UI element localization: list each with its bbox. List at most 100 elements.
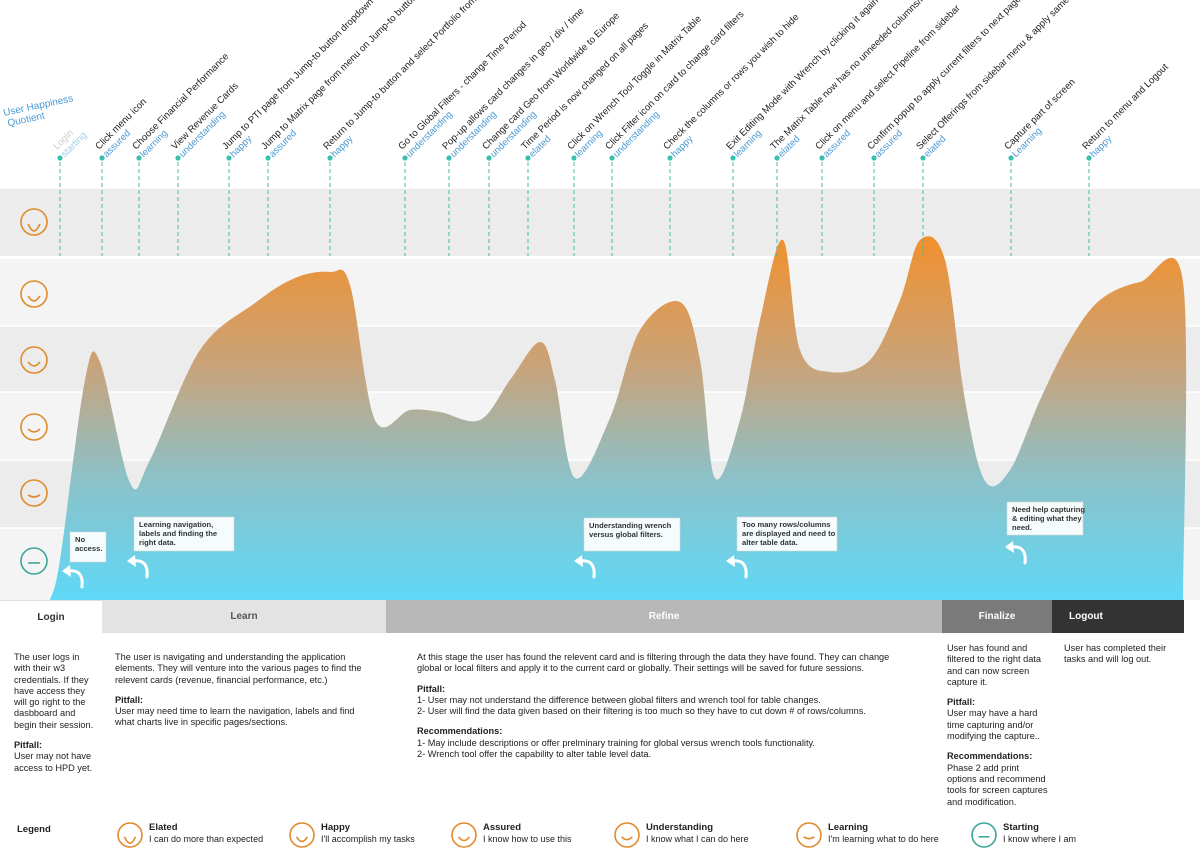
face-circle [796, 822, 822, 848]
pitfall-notes: No access. Learning navigation, labels and … [62, 501, 1085, 589]
level-band [0, 258, 1200, 326]
refine-pitfall-label: Pitfall: [417, 683, 446, 694]
learn-pitfall-label: Pitfall: [115, 694, 144, 705]
step-dot [265, 155, 271, 161]
legend-level-name: Elated [149, 822, 178, 833]
step-dot [446, 155, 452, 161]
phase-refine: Refine [386, 600, 942, 633]
phase-learn: Learn [102, 600, 386, 633]
pitfall-note-line: versus global filters. [589, 530, 663, 539]
pitfall-note-line: Understanding wrench [589, 521, 672, 530]
level-band [0, 188, 1200, 256]
step-dot [819, 155, 825, 161]
legend-level-name: Happy [321, 822, 351, 833]
pitfall-arrow-icon [1009, 545, 1027, 565]
pitfall-arrowhead [726, 555, 735, 567]
pitfall-note-line: Need help capturing [1012, 505, 1085, 514]
step-dot [667, 155, 673, 161]
face-circle [20, 280, 48, 308]
face-mouth [803, 836, 815, 840]
login-pitfall-label: Pitfall: [14, 740, 43, 751]
step-dot [774, 155, 780, 161]
face-circle [20, 547, 48, 575]
face-mouth [123, 836, 137, 845]
pitfall-arrow-icon [66, 569, 84, 589]
legend-level-name: Assured [483, 822, 522, 833]
step-dot [609, 155, 615, 161]
face-circle [20, 479, 48, 507]
pitfall-note-line: labels and finding the [139, 529, 217, 538]
refine-description: At this stage the user has found the rel… [417, 652, 890, 674]
legend-level-name: Learning [828, 822, 869, 833]
logout-description: User has completed their tasks and will … [1064, 643, 1167, 665]
pitfall-note-text: Too many rows/columns are displayed and n… [742, 520, 836, 547]
pitfall-note-box [69, 531, 107, 563]
step-action: Return to menu and Logout [1080, 62, 1171, 153]
finalize-rec-label: Recommendations: [947, 751, 1033, 762]
legend-level-desc: I can do more than expected [149, 834, 264, 844]
pitfall-note-line: No [75, 535, 85, 544]
pitfall-arrowhead [127, 555, 136, 567]
legend-level-name: Understanding [646, 822, 714, 833]
step-dot [136, 155, 142, 161]
step-dot [871, 155, 877, 161]
legend-item-assured: Assured I know how to use this [449, 820, 619, 852]
legend-level-desc: I'm learning what to do here [828, 834, 939, 844]
pitfall-note-line: Too many rows/columns [742, 520, 830, 529]
refine-rec-label: Recommendations: [417, 726, 503, 737]
pitfall-note-box [1006, 501, 1084, 536]
pitfall-note-text: No access. [75, 535, 102, 553]
step-dot [1086, 155, 1092, 161]
level-face-elated-icon [20, 208, 48, 236]
step-dot [226, 155, 232, 161]
legend-learning-face-icon [796, 822, 822, 848]
pitfall-arrowhead [62, 565, 71, 577]
step-action: Change card Geo from Worldwide to Europe [480, 11, 622, 153]
phase-logout: Logout [1052, 600, 1184, 633]
pitfall-note-text: Learning navigation, labels and finding t… [139, 520, 217, 547]
legend-level-desc: I know where I am [1003, 834, 1077, 844]
pitfall-note-box [583, 517, 681, 552]
step-leaders [57, 155, 1092, 256]
phase-finalize: Finalize [942, 600, 1052, 633]
level-faces [20, 208, 48, 575]
pitfall-arrow-icon [730, 559, 748, 579]
finalize-pitfall-label: Pitfall: [947, 697, 976, 708]
face-mouth [27, 494, 41, 498]
face-circle [614, 822, 640, 848]
login-pitfall: User may not have access to HPD yet. [14, 751, 93, 773]
finalize-rec: Phase 2 add print options and recommend … [947, 762, 1048, 807]
level-face-learning-icon [20, 479, 48, 507]
finalize-description: User has found and filtered to the right… [947, 643, 1041, 687]
phase-finalize-text: User has found and filtered to the right… [947, 643, 1051, 817]
level-face-assured-icon [20, 346, 48, 374]
legend-elated-face-icon [117, 822, 143, 848]
pitfall-note-text: Understanding wrench versus global filter… [589, 521, 672, 539]
face-circle [451, 822, 477, 848]
refine-rec: 1- May include descriptions or offer pre… [417, 737, 815, 760]
step-dot [402, 155, 408, 161]
pitfall-note-box [736, 516, 838, 552]
pitfall-note-line: alter table data. [742, 538, 798, 547]
pitfall-note-line: access. [75, 544, 102, 553]
step-label: Exit Editing Mode with Wrench by clickin… [724, 0, 881, 160]
face-mouth [621, 836, 633, 841]
step-dot [175, 155, 181, 161]
pitfall-note-box [133, 516, 235, 552]
pitfall-arrow-icon [578, 559, 596, 579]
phase-logout-text: User has completed their tasks and will … [1064, 643, 1184, 675]
face-circle [117, 822, 143, 848]
face-circle [20, 346, 48, 374]
legend-understanding-face-icon [614, 822, 640, 848]
pitfall-note-line: & editing what they [1012, 514, 1082, 523]
step-dot [1008, 155, 1014, 161]
step-dot [486, 155, 492, 161]
phase-bar: Login Learn Refine Finalize Logout [0, 600, 1200, 634]
refine-pitfall: 1- User may not understand the differenc… [417, 694, 866, 717]
learn-description: The user is navigating and understanding… [115, 652, 362, 685]
legend-item-starting: Starting I know where I am [969, 820, 1139, 852]
legend-title: Legend [17, 824, 51, 835]
